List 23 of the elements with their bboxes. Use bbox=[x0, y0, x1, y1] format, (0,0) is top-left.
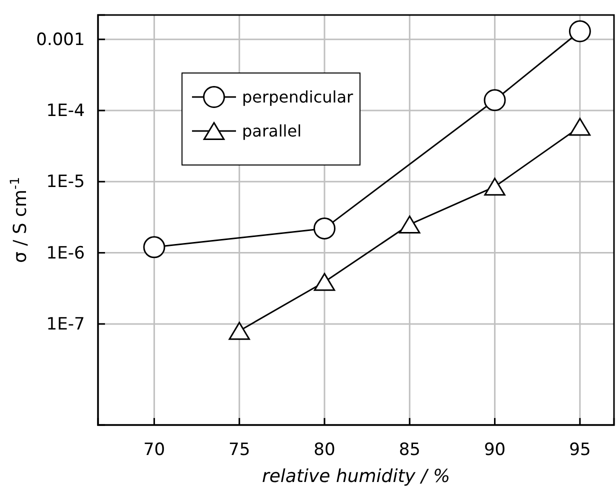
y-tick-label: 1E-5 bbox=[46, 172, 85, 192]
y-tick-label: 1E-7 bbox=[46, 314, 85, 334]
point bbox=[228, 322, 250, 340]
point bbox=[569, 118, 591, 136]
point bbox=[484, 178, 506, 196]
x-tick-label: 90 bbox=[484, 440, 506, 460]
point bbox=[143, 236, 166, 258]
x-tick-label: 75 bbox=[228, 440, 250, 460]
point bbox=[399, 216, 420, 234]
point bbox=[313, 217, 336, 240]
x-tick-label: 80 bbox=[314, 440, 336, 460]
y-tick-label: 0.001 bbox=[36, 30, 85, 50]
point bbox=[314, 272, 336, 291]
x-tick-label: 95 bbox=[569, 440, 591, 460]
point bbox=[568, 20, 591, 42]
x-tick-label: 85 bbox=[398, 440, 420, 460]
x-axis-title: relative humidity / % bbox=[262, 466, 450, 487]
legend-label: perpendicular bbox=[242, 88, 354, 107]
x-tick-label: 70 bbox=[143, 440, 166, 460]
legend-label: parallel bbox=[242, 122, 302, 141]
point bbox=[484, 89, 506, 112]
y-tick-label: 1E-4 bbox=[46, 100, 85, 121]
y-tick-label: 1E-6 bbox=[46, 243, 85, 264]
